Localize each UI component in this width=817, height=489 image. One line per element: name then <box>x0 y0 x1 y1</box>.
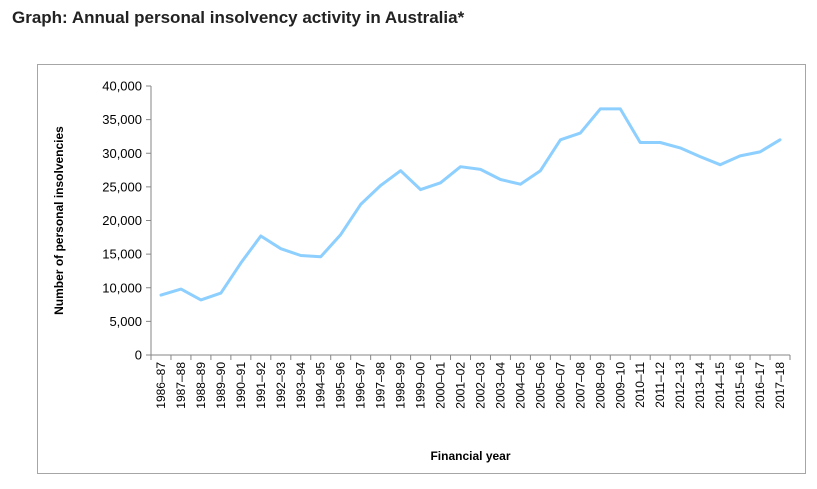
page-title: Graph: Annual personal insolvency activi… <box>12 8 465 27</box>
data-point <box>259 234 263 238</box>
data-point <box>279 247 282 250</box>
y-tick-label: 0 <box>135 348 142 363</box>
x-tick-label: 2010–11 <box>633 362 647 408</box>
x-tick-label: 2007–08 <box>573 362 587 409</box>
series-layer <box>159 107 782 302</box>
data-point <box>639 141 642 144</box>
data-point <box>778 138 782 141</box>
data-point <box>339 233 342 236</box>
x-axis-title: Financial year <box>430 449 510 463</box>
y-tick-label: 15,000 <box>102 247 142 262</box>
x-tick-label: 1993–94 <box>294 362 308 409</box>
data-point <box>698 155 702 158</box>
y-tick-label: 40,000 <box>102 79 142 94</box>
data-point <box>359 203 362 206</box>
x-tick-label: 2009–10 <box>613 362 627 409</box>
data-point <box>379 184 382 187</box>
x-tick-label: 1998–99 <box>394 362 408 409</box>
y-tick-label: 20,000 <box>102 213 142 228</box>
y-tick-label: 35,000 <box>102 112 142 127</box>
x-tick-label: 2002–03 <box>473 362 487 409</box>
x-tick-label: 2000–01 <box>434 362 448 409</box>
y-tick-label: 25,000 <box>102 179 142 194</box>
line-chart: 0 5,000 10,000 15,000 20,000 25,000 30,000 35,0… <box>52 79 791 463</box>
y-axis: 0 5,000 10,000 15,000 20,000 25,000 30,000 35,0… <box>102 79 152 363</box>
data-point <box>718 163 722 166</box>
x-tick-label: 1991–92 <box>254 362 268 409</box>
data-point <box>419 188 422 191</box>
data-point <box>239 261 243 265</box>
data-point <box>179 287 183 291</box>
y-tick-label: 30,000 <box>102 146 142 161</box>
x-tick-label: 2013–14 <box>693 362 707 409</box>
x-tick-label: 2017–18 <box>773 362 787 409</box>
x-tick-label: 1994–95 <box>314 362 328 409</box>
x-tick-label: 2004–05 <box>513 362 527 409</box>
data-point <box>479 168 482 171</box>
y-tick-label: 10,000 <box>102 280 142 295</box>
data-point <box>319 255 322 259</box>
data-point <box>619 107 622 111</box>
data-point <box>579 131 582 135</box>
data-point <box>659 141 662 144</box>
x-tick-label: 1992–93 <box>274 362 288 409</box>
x-tick-label: 1997–98 <box>374 362 388 409</box>
x-tick-label: 2008–09 <box>593 362 607 409</box>
data-point <box>439 181 442 185</box>
x-tick-label: 1987–88 <box>174 362 188 409</box>
series-line <box>159 107 782 302</box>
x-tick-label: 1999–00 <box>414 362 428 409</box>
x-tick-label: 2003–04 <box>493 362 507 409</box>
data-point <box>399 169 402 172</box>
data-point <box>738 154 742 158</box>
data-point <box>199 298 203 302</box>
data-point <box>599 107 602 111</box>
x-tick-label: 1988–89 <box>194 362 208 409</box>
data-point <box>299 254 302 257</box>
x-tick-label: 1995–96 <box>334 362 348 409</box>
x-tick-label: 2012–13 <box>673 362 687 409</box>
x-tick-label: 2011–12 <box>653 362 667 408</box>
x-tick-label: 2005–06 <box>533 362 547 409</box>
data-point <box>219 291 223 295</box>
data-point <box>678 146 682 150</box>
x-tick-label: 2015–16 <box>733 362 747 409</box>
data-point <box>459 165 462 168</box>
x-tick-label: 2006–07 <box>553 362 567 409</box>
data-point <box>539 169 542 172</box>
y-tick-label: 5,000 <box>109 314 142 329</box>
data-point <box>499 178 502 181</box>
y-axis-title: Number of personal insolvencies <box>52 126 66 315</box>
chart-area: 0 5,000 10,000 15,000 20,000 25,000 30,000 35,0… <box>37 64 806 474</box>
data-point <box>159 293 163 297</box>
data-point <box>559 138 562 141</box>
x-tick-label: 1986–87 <box>154 362 168 409</box>
x-tick-label: 2001–02 <box>454 362 468 409</box>
x-tick-label: 2014–15 <box>713 362 727 409</box>
x-tick-label: 1990–91 <box>234 362 248 409</box>
data-point <box>758 150 762 154</box>
x-tick-label: 2016–17 <box>753 362 767 409</box>
x-tick-label: 1996–97 <box>354 362 368 409</box>
data-point <box>519 182 522 186</box>
x-axis: 1986–87 1987–88 1988–89 1989–90 1990–91 1991–… <box>150 354 791 409</box>
x-tick-label: 1989–90 <box>214 362 228 409</box>
